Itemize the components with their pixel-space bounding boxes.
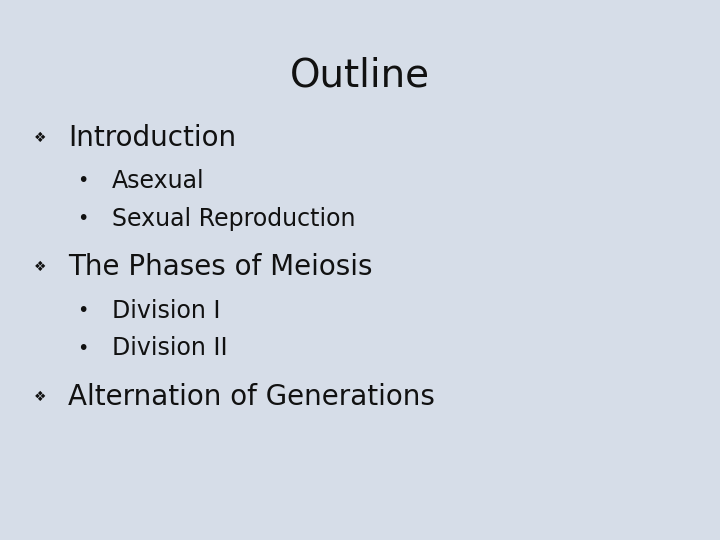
- Text: ❖: ❖: [33, 131, 46, 145]
- Text: •: •: [77, 209, 89, 228]
- Text: Introduction: Introduction: [68, 124, 237, 152]
- Text: •: •: [77, 171, 89, 191]
- Text: •: •: [77, 339, 89, 358]
- Text: Alternation of Generations: Alternation of Generations: [68, 383, 436, 411]
- Text: The Phases of Meiosis: The Phases of Meiosis: [68, 253, 373, 281]
- Text: Division II: Division II: [112, 336, 228, 360]
- Text: Sexual Reproduction: Sexual Reproduction: [112, 207, 355, 231]
- Text: Asexual: Asexual: [112, 169, 204, 193]
- Text: ❖: ❖: [33, 390, 46, 404]
- Text: •: •: [77, 301, 89, 320]
- Text: Division I: Division I: [112, 299, 220, 322]
- Text: ❖: ❖: [33, 260, 46, 274]
- Text: Outline: Outline: [290, 57, 430, 94]
